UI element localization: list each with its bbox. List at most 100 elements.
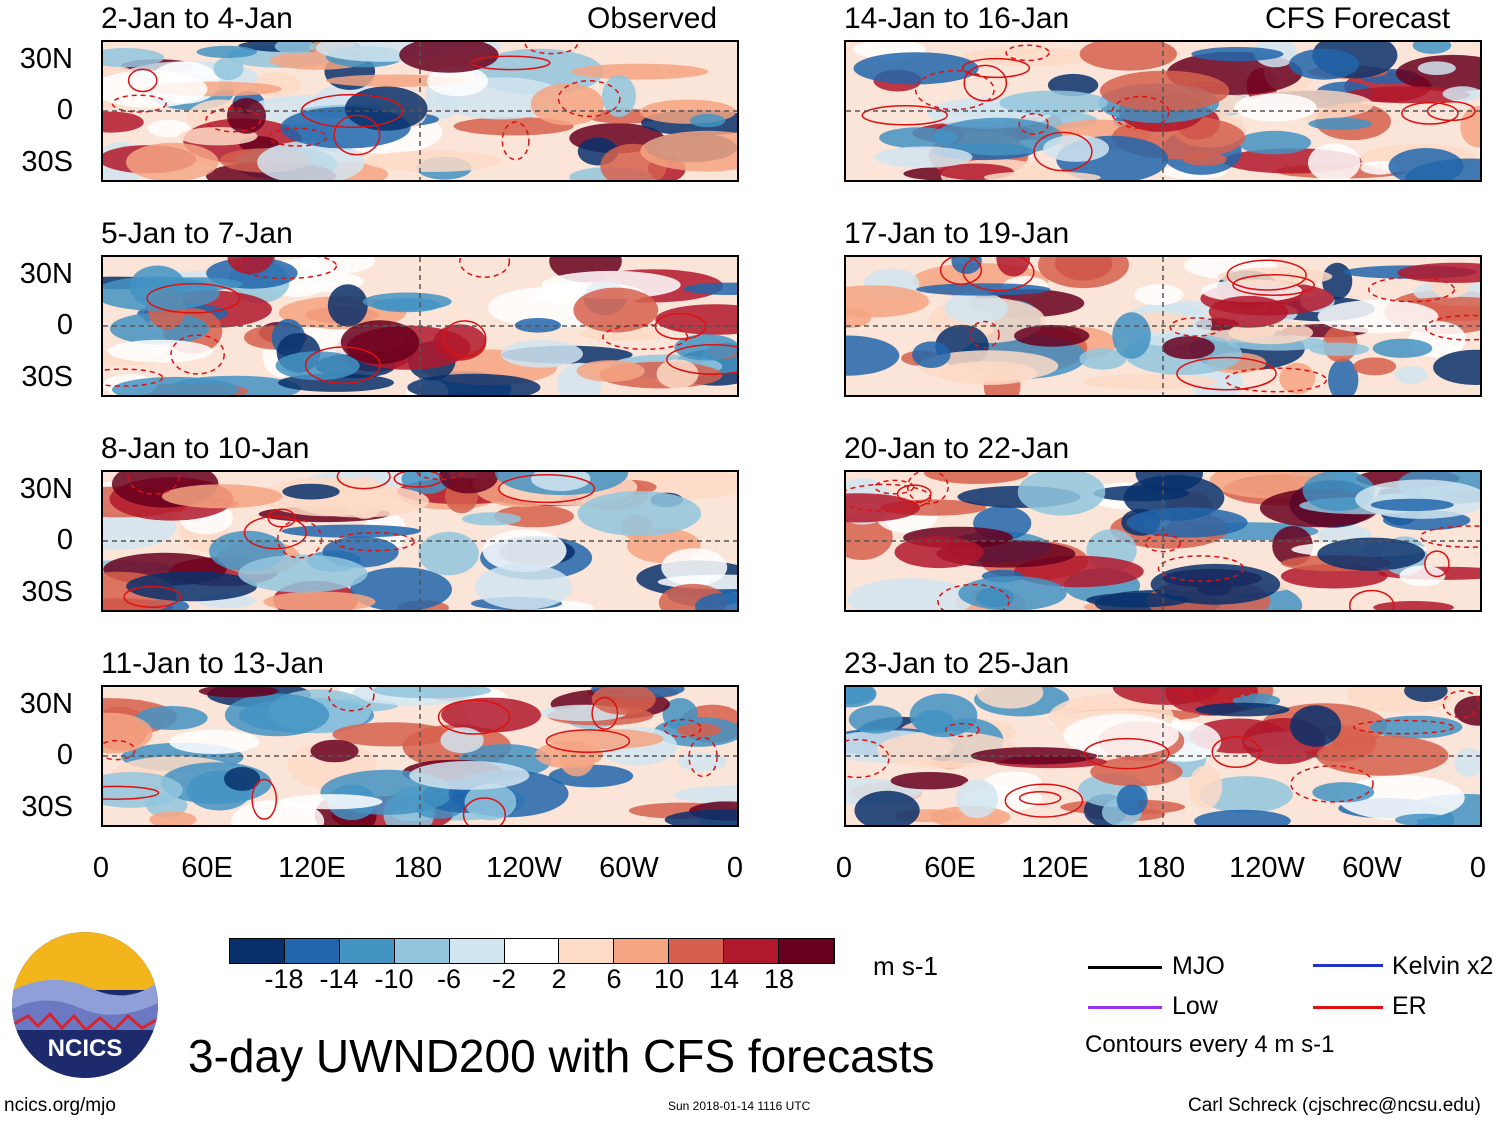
anomaly-blob: [1082, 374, 1218, 390]
anomaly-blob: [418, 531, 479, 576]
anomaly-blob: [441, 697, 542, 733]
anomaly-blob: [1442, 86, 1480, 102]
footer-timestamp: Sun 2018-01-14 1116 UTC: [668, 1099, 811, 1113]
panel-title: 8-Jan to 10-Jan: [101, 432, 310, 465]
legend-label-kelvin: Kelvin x2: [1392, 952, 1494, 980]
anomaly-blob: [500, 340, 583, 368]
colorbar-label: -2: [491, 964, 516, 994]
anomaly-blob: [683, 282, 737, 295]
er-contour: [1348, 589, 1395, 610]
anomaly-blob: [1234, 93, 1317, 122]
anomaly-blob: [1308, 143, 1361, 180]
anomaly-blob: [1017, 472, 1106, 516]
er-contour: [939, 257, 983, 285]
anomaly-blob: [103, 111, 144, 133]
anomaly-blob: [958, 576, 1067, 610]
er-contour: [846, 483, 932, 512]
map-svg: [103, 687, 737, 825]
er-contour: [1290, 765, 1374, 803]
er-contour: [846, 738, 890, 779]
anomaly-blob: [1116, 784, 1148, 816]
anomaly-blob: [1404, 687, 1448, 702]
legend-line-mjo: [1088, 966, 1162, 969]
lat-label: 30N: [19, 688, 73, 720]
er-contour: [969, 320, 1000, 349]
lat-label: 0: [56, 739, 73, 771]
anomaly-blob: [364, 150, 502, 172]
anomaly-blob: [126, 142, 219, 180]
anomaly-blob: [1317, 299, 1439, 334]
anomaly-blob: [103, 712, 153, 754]
er-contour: [1169, 317, 1223, 337]
anomaly-blob: [662, 698, 698, 731]
er-contour: [1211, 735, 1261, 769]
lon-label: 0: [1469, 852, 1487, 884]
colorbar-swatch: [394, 939, 450, 963]
anomaly-blob: [1112, 687, 1220, 705]
er-contour: [688, 736, 718, 778]
anomaly-blob: [1394, 366, 1428, 384]
lat-label: 30S: [21, 791, 73, 823]
anomaly-blob: [350, 567, 452, 610]
anomaly-blob: [1134, 284, 1184, 306]
anomaly-blob: [1086, 592, 1189, 608]
anomaly-blob: [1417, 61, 1456, 75]
er-contour: [874, 479, 915, 495]
colorbar-swatch: [779, 939, 834, 963]
lon-label: 120E: [1021, 852, 1089, 884]
map-field: [101, 685, 739, 827]
anomaly-blob: [126, 571, 258, 602]
anomaly-blob: [1290, 705, 1342, 747]
anomaly-blob: [1433, 349, 1480, 385]
anomaly-blob: [530, 83, 605, 126]
anomaly-blob: [874, 146, 973, 168]
anomaly-blob: [1289, 48, 1359, 80]
anomaly-blob: [1188, 765, 1223, 809]
anomaly-blob: [107, 339, 213, 363]
anomaly-blob: [1191, 47, 1284, 62]
map-svg: [846, 472, 1480, 610]
anomaly-blob: [1399, 565, 1446, 587]
lon-label: 60E: [181, 852, 233, 884]
er-contour: [1018, 791, 1062, 806]
lon-label: 60W: [599, 852, 659, 884]
anomaly-blob: [1370, 498, 1454, 512]
colorbar-swatch: [614, 939, 670, 963]
er-contour: [267, 508, 297, 528]
anomaly-blob: [112, 376, 239, 395]
er-contour: [243, 515, 308, 550]
legend-label-er: ER: [1392, 992, 1427, 1020]
logo-graphic: NCICS: [12, 932, 158, 1078]
er-contour: [437, 699, 511, 735]
er-contour: [602, 324, 689, 351]
lat-label: 30S: [21, 361, 73, 393]
lon-label: 120E: [278, 852, 346, 884]
colorbar-swatch: [669, 939, 725, 963]
anomaly-blob: [263, 591, 376, 610]
anomaly-blob: [676, 723, 722, 737]
anomaly-blob: [464, 783, 517, 821]
map-field: [101, 40, 739, 182]
lat-label: 30N: [19, 473, 73, 505]
anomaly-blob: [1014, 324, 1090, 347]
lat-label: 30N: [19, 43, 73, 75]
er-contour: [1111, 95, 1170, 129]
anomaly-blob: [944, 292, 1008, 324]
colorbar-label: -6: [436, 964, 461, 994]
anomaly-blob: [213, 57, 244, 81]
anomaly-blob: [890, 772, 969, 790]
anomaly-blob: [570, 63, 709, 80]
footer-website: ncics.org/mjo: [4, 1095, 116, 1116]
er-contour: [1083, 737, 1170, 770]
lat-label: 30S: [21, 576, 73, 608]
colorbar-units: m s-1: [873, 951, 938, 981]
anomaly-blob: [169, 729, 260, 754]
lat-label: 0: [56, 524, 73, 556]
er-contour: [333, 114, 381, 156]
anomaly-blob: [913, 709, 955, 735]
er-contour: [127, 472, 181, 495]
legend-label-mjo: MJO: [1172, 952, 1225, 980]
panel-title: 14-Jan to 16-Jan: [844, 2, 1070, 35]
er-contour: [498, 474, 596, 504]
er-contour: [906, 472, 949, 505]
